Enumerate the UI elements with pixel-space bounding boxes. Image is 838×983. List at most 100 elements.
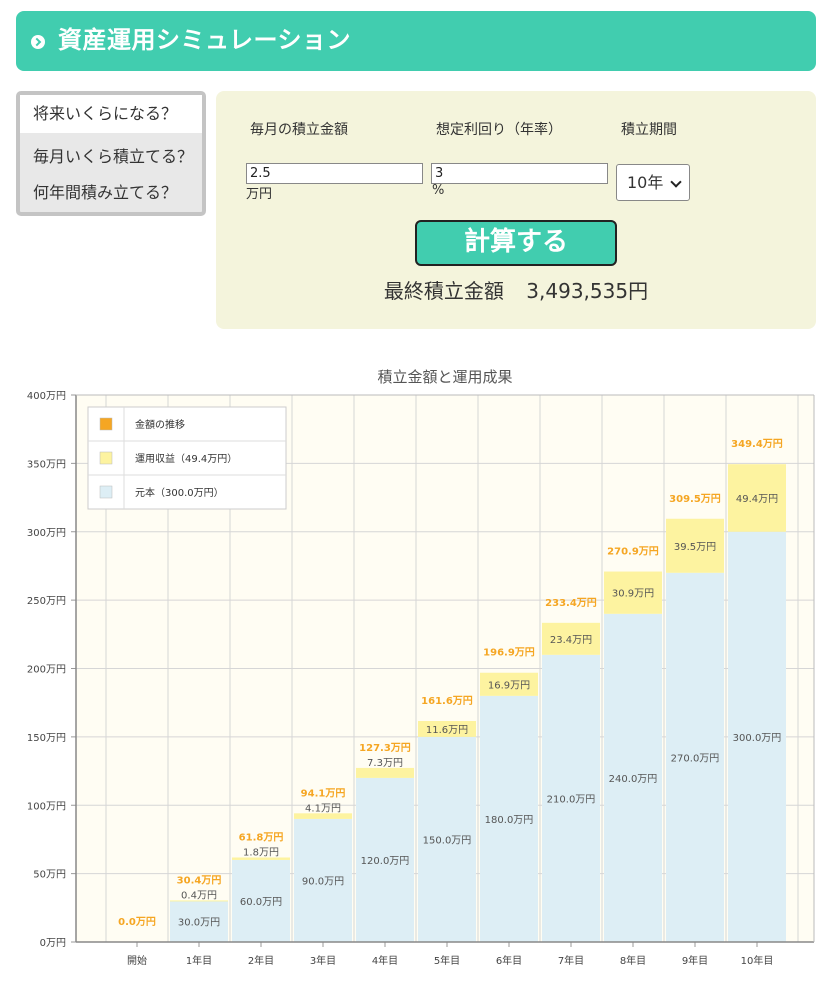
total-value-label: 309.5万円 (669, 493, 721, 505)
bar-principal (666, 572, 724, 942)
bar-principal (480, 695, 538, 942)
total-value-label: 127.3万円 (359, 742, 411, 754)
bar-principal-label: 60.0万円 (240, 897, 282, 908)
bar-principal-label: 300.0万円 (733, 733, 782, 744)
total-value-label: 233.4万円 (545, 597, 597, 609)
bar-principal (728, 531, 786, 942)
simulation-form: 毎月の積立金額 想定利回り（年率） 積立期間 万円 % 10年 計算する 最終積… (216, 91, 816, 329)
x-tick-label: 3年目 (310, 954, 336, 967)
result-value: 3,493,535円 (526, 279, 649, 303)
y-tick-label: 50万円 (33, 870, 66, 881)
bar-gain-label: 16.9万円 (488, 680, 530, 691)
app-header: 資産運用シミュレーション (16, 11, 816, 71)
y-tick-label: 150万円 (27, 733, 66, 744)
bar-gain-label: 4.1万円 (305, 803, 341, 814)
bar-principal-label: 150.0万円 (423, 835, 472, 846)
x-tick-label: 6年目 (496, 954, 522, 967)
total-value-label: 61.8万円 (239, 831, 284, 843)
legend-swatch (99, 451, 113, 465)
legend-label: 元本（300.0万円） (135, 486, 224, 499)
bar-principal-label: 30.0万円 (178, 917, 220, 928)
bar-gain (666, 518, 724, 573)
bar-principal-label: 270.0万円 (671, 753, 720, 764)
bar-gain-label: 30.9万円 (612, 589, 654, 600)
bar-principal (356, 777, 414, 942)
asset-growth-chart: 積立金額と運用成果 0万円 50万円 100万円 150万円 200万円 250万円 300万… (27, 368, 815, 967)
bar-principal-label: 90.0万円 (302, 876, 344, 887)
y-tick-label: 350万円 (27, 459, 66, 470)
total-value-label: 0.0万円 (118, 916, 156, 928)
mode-future-value[interactable]: 将来いくらになる？ (20, 95, 202, 133)
x-tick-label: 開始 (127, 954, 147, 967)
legend-label: 金額の推移 (135, 418, 185, 431)
chevron-circle-icon (31, 35, 45, 49)
bar-gain (480, 672, 538, 696)
calculate-button[interactable]: 計算する (415, 220, 617, 266)
monthly-amount-unit: 万円 (246, 187, 273, 202)
expected-rate-unit: % (432, 183, 445, 198)
bar-principal-label: 120.0万円 (361, 856, 410, 867)
bar-principal (418, 736, 476, 942)
y-tick-label: 250万円 (27, 596, 66, 607)
bar-principal (170, 900, 228, 942)
bar-gain (728, 464, 786, 532)
total-value-label: 349.4万円 (731, 438, 783, 450)
mode-years[interactable]: 何年間積み立てる？ (33, 183, 178, 202)
chevron-down-icon (670, 176, 682, 188)
page-title: 資産運用シミュレーション (58, 26, 352, 54)
legend-label: 運用収益（49.4万円） (135, 452, 237, 465)
bar-gain (170, 900, 228, 902)
period-select[interactable]: 10年 (616, 164, 690, 201)
y-tick-label: 200万円 (27, 665, 66, 676)
x-tick-label: 9年目 (682, 954, 708, 967)
mode-menu: 将来いくらになる？ 毎月いくら積立てる？ 何年間積み立てる？ (16, 91, 206, 216)
bar-gain (542, 622, 600, 655)
bar-gain-label: 23.4万円 (550, 635, 592, 646)
total-value-label: 196.9万円 (483, 647, 535, 659)
total-value-label: 161.6万円 (421, 695, 473, 707)
bar-gain-label: 39.5万円 (674, 542, 716, 553)
monthly-amount-input[interactable] (246, 163, 423, 184)
total-value-label: 270.9万円 (607, 546, 659, 558)
bar-principal (294, 818, 352, 942)
y-tick-label: 0万円 (40, 938, 66, 949)
bar-principal-label: 240.0万円 (609, 774, 658, 785)
bar-gain-label: 49.4万円 (736, 494, 778, 505)
bar-gain (418, 721, 476, 737)
x-tick-label: 10年目 (741, 954, 774, 967)
total-value-label: 94.1万円 (301, 787, 346, 799)
bar-principal (232, 859, 290, 942)
expected-rate-label: 想定利回り（年率） (436, 122, 562, 138)
period-label: 積立期間 (621, 122, 677, 138)
x-tick-label: 5年目 (434, 954, 460, 967)
expected-rate-input[interactable] (431, 163, 608, 184)
x-tick-label: 1年目 (186, 954, 212, 967)
x-tick-label: 7年目 (558, 954, 584, 967)
chart-title: 積立金額と運用成果 (377, 368, 512, 386)
monthly-amount-label: 毎月の積立金額 (250, 122, 348, 138)
y-tick-label: 400万円 (27, 391, 66, 402)
chart-legend (87, 406, 287, 510)
legend-swatch (99, 417, 113, 431)
y-tick-label: 100万円 (27, 801, 66, 812)
bar-gain-label: 11.6万円 (426, 725, 468, 736)
bar-principal (542, 654, 600, 942)
total-value-label: 30.4万円 (177, 874, 222, 886)
bar-gain-label: 7.3万円 (367, 758, 403, 769)
x-tick-label: 4年目 (372, 954, 398, 967)
y-tick-label: 300万円 (27, 528, 66, 539)
legend-swatch (99, 485, 113, 499)
x-tick-label: 8年目 (620, 954, 646, 967)
bar-principal-label: 210.0万円 (547, 794, 596, 805)
bar-principal-label: 180.0万円 (485, 815, 534, 826)
mode-monthly-amount[interactable]: 毎月いくら積立てる？ (33, 147, 194, 166)
bar-gain (356, 767, 414, 778)
bar-gain (604, 571, 662, 614)
bar-gain (232, 857, 290, 860)
period-select-value: 10年 (627, 173, 664, 192)
bar-gain (294, 813, 352, 819)
result-line: 最終積立金額 3,493,535円 (216, 275, 816, 304)
x-tick-label: 2年目 (248, 954, 274, 967)
bar-gain-label: 1.8万円 (243, 847, 279, 858)
result-label: 最終積立金額 (383, 279, 504, 303)
